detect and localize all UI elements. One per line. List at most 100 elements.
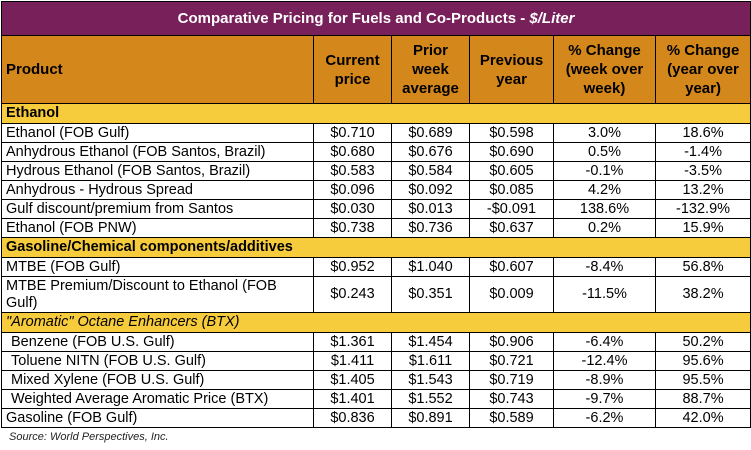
value-cell: $0.351 <box>391 276 470 313</box>
table-title: Comparative Pricing for Fuels and Co-Pro… <box>0 1 751 36</box>
value-cell: -6.2% <box>553 408 656 428</box>
value-cell: 38.2% <box>654 276 751 313</box>
value-cell: $0.736 <box>391 218 470 238</box>
value-cell: $0.906 <box>469 332 554 352</box>
value-cell: -12.4% <box>553 351 656 371</box>
value-cell: 3.0% <box>553 123 656 143</box>
value-cell: $1.405 <box>313 370 392 390</box>
value-cell: $0.243 <box>313 276 392 313</box>
value-cell: 0.5% <box>553 142 656 162</box>
product-cell: Weighted Average Aromatic Price (BTX) <box>1 389 314 409</box>
value-cell: $0.689 <box>391 123 470 143</box>
value-cell: -9.7% <box>553 389 656 409</box>
value-cell: $1.401 <box>313 389 392 409</box>
value-cell: -6.4% <box>553 332 656 352</box>
value-cell: 15.9% <box>654 218 751 238</box>
value-cell: $1.411 <box>313 351 392 371</box>
value-cell: 0.2% <box>553 218 656 238</box>
table-row: Toluene NITN (FOB U.S. Gulf) $1.411 $1.611… <box>1 351 751 371</box>
column-header: Current price <box>313 35 392 104</box>
value-cell: $0.605 <box>469 161 554 181</box>
value-cell: $0.680 <box>313 142 392 162</box>
value-cell: $0.598 <box>469 123 554 143</box>
value-cell: $0.584 <box>391 161 470 181</box>
value-cell: 95.6% <box>654 351 751 371</box>
product-cell: Anhydrous Ethanol (FOB Santos, Brazil) <box>1 142 314 162</box>
value-cell: $0.589 <box>469 408 554 428</box>
value-cell: $0.013 <box>391 199 470 219</box>
table-row: Ethanol (FOB Gulf) $0.710 $0.689 $0.598 3.0%… <box>1 123 751 143</box>
product-cell: Benzene (FOB U.S. Gulf) <box>1 332 314 352</box>
column-header: Prior week average <box>391 35 470 104</box>
value-cell: $0.743 <box>469 389 554 409</box>
product-cell: Mixed Xylene (FOB U.S. Gulf) <box>1 370 314 390</box>
value-cell: 88.7% <box>654 389 751 409</box>
value-cell: $0.085 <box>469 180 554 200</box>
value-cell: $0.607 <box>469 257 554 277</box>
section-label: Gasoline/Chemical components/additives <box>0 237 751 258</box>
value-cell: 18.6% <box>654 123 751 143</box>
value-cell: -8.9% <box>553 370 656 390</box>
value-cell: $0.738 <box>313 218 392 238</box>
value-cell: $0.637 <box>469 218 554 238</box>
value-cell: 42.0% <box>654 408 751 428</box>
value-cell: $0.836 <box>313 408 392 428</box>
value-cell: $1.361 <box>313 332 392 352</box>
value-cell: $1.552 <box>391 389 470 409</box>
table-row: Hydrous Ethanol (FOB Santos, Brazil) $0.5… <box>1 161 751 181</box>
value-cell: $0.583 <box>313 161 392 181</box>
product-cell: Toluene NITN (FOB U.S. Gulf) <box>1 351 314 371</box>
section-label: Ethanol <box>0 103 751 124</box>
product-cell: Ethanol (FOB PNW) <box>1 218 314 238</box>
value-cell: $0.092 <box>391 180 470 200</box>
value-cell: -1.4% <box>654 142 751 162</box>
table-row: Gasoline (FOB Gulf) $0.836 $0.891 $0.589 -6.… <box>1 408 751 428</box>
value-cell: $0.710 <box>313 123 392 143</box>
value-cell: $0.721 <box>469 351 554 371</box>
value-cell: 4.2% <box>553 180 656 200</box>
value-cell: $1.543 <box>391 370 470 390</box>
value-cell: $0.030 <box>313 199 392 219</box>
table-row: Gulf discount/premium from Santos $0.030 $… <box>1 199 751 219</box>
product-cell: Hydrous Ethanol (FOB Santos, Brazil) <box>1 161 314 181</box>
title-text: Comparative Pricing for Fuels and Co-Pro… <box>177 10 530 27</box>
column-header: Previous year <box>469 35 554 104</box>
value-cell: -3.5% <box>654 161 751 181</box>
column-header: % Change (week over week) <box>553 35 656 104</box>
value-cell: 95.5% <box>654 370 751 390</box>
title-unit: $/Liter <box>529 10 575 27</box>
product-cell: Gasoline (FOB Gulf) <box>1 408 314 428</box>
value-cell: -8.4% <box>553 257 656 277</box>
section-label: "Aromatic" Octane Enhancers (BTX) <box>0 312 751 333</box>
table-row: Benzene (FOB U.S. Gulf) $1.361 $1.454 $0.90… <box>1 332 751 352</box>
value-cell: $1.454 <box>391 332 470 352</box>
value-cell: -0.1% <box>553 161 656 181</box>
table-row: Weighted Average Aromatic Price (BTX) $1.… <box>1 389 751 409</box>
product-cell: Ethanol (FOB Gulf) <box>1 123 314 143</box>
value-cell: $0.952 <box>313 257 392 277</box>
table-row: Anhydrous - Hydrous Spread $0.096 $0.092 $0… <box>1 180 751 200</box>
product-cell: MTBE (FOB Gulf) <box>1 257 314 277</box>
product-cell: MTBE Premium/Discount to Ethanol (FOB Gu… <box>1 276 314 313</box>
table-row: Mixed Xylene (FOB U.S. Gulf) $1.405 $1.543… <box>1 370 751 390</box>
value-cell: 50.2% <box>654 332 751 352</box>
value-cell: 56.8% <box>654 257 751 277</box>
value-cell: $0.096 <box>313 180 392 200</box>
table-row: Anhydrous Ethanol (FOB Santos, Brazil) $0… <box>1 142 751 162</box>
section-header: Gasoline/Chemical components/additives <box>0 237 751 258</box>
value-cell: $0.719 <box>469 370 554 390</box>
value-cell: $0.690 <box>469 142 554 162</box>
value-cell: 138.6% <box>553 199 656 219</box>
column-header: % Change (year over year) <box>654 35 751 104</box>
value-cell: $0.009 <box>469 276 554 313</box>
value-cell: 13.2% <box>654 180 751 200</box>
pricing-table: Comparative Pricing for Fuels and Co-Pro… <box>0 1 751 428</box>
table-row: MTBE Premium/Discount to Ethanol (FOB Gu… <box>1 276 751 313</box>
column-header: Product <box>1 35 314 104</box>
product-cell: Gulf discount/premium from Santos <box>1 199 314 219</box>
value-cell: $0.676 <box>391 142 470 162</box>
value-cell: -$0.091 <box>469 199 554 219</box>
value-cell: $0.891 <box>391 408 470 428</box>
source-note: Source: World Perspectives, Inc. <box>9 431 169 443</box>
table-row: MTBE (FOB Gulf) $0.952 $1.040 $0.607 -8.4% 56… <box>1 257 751 277</box>
